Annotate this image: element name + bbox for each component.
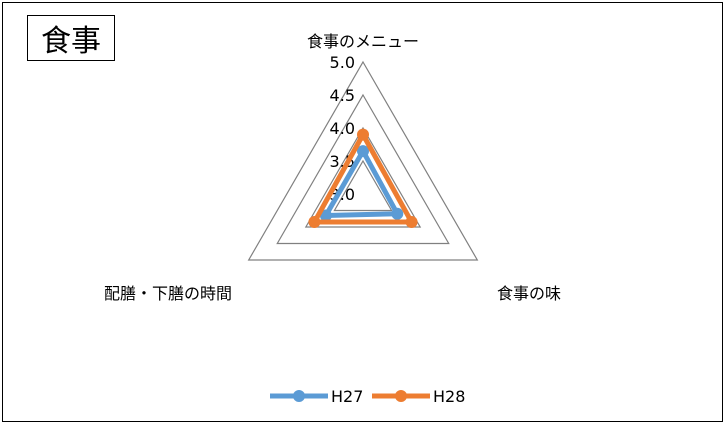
- axis-label-right: 食事の味: [497, 284, 561, 303]
- series-line-H28: [311, 132, 415, 225]
- series-point-H27-2: [319, 209, 332, 222]
- series-point-H27-1: [391, 207, 404, 220]
- series-point-H28-0: [357, 128, 369, 141]
- section-title: 食事: [27, 15, 115, 61]
- tick-label-4.0: 4.0: [330, 119, 355, 138]
- series-point-H28-2: [308, 216, 321, 229]
- tick-label-5.0: 5.0: [330, 53, 355, 72]
- series-point-H27-0: [357, 145, 369, 158]
- radar-series: [308, 128, 418, 229]
- legend-marker-H27: [293, 390, 305, 402]
- legend-label-H28: H28: [433, 387, 465, 406]
- grid-ring-3.5: [333, 159, 393, 212]
- legend-label-H27: H27: [331, 387, 363, 406]
- axis-label-top: 食事のメニュー: [307, 32, 419, 51]
- grid-ring-5.0: [247, 60, 479, 261]
- series-line-H27: [323, 148, 400, 218]
- legend-marker-H28: [395, 390, 407, 402]
- tick-label-4.5: 4.5: [330, 86, 355, 105]
- grid-ring-4.5: [276, 93, 450, 245]
- grid-ring-4.0: [304, 126, 422, 228]
- axis-label-left: 配膳・下膳の時間: [104, 284, 232, 303]
- legend: H27 H28: [270, 387, 465, 406]
- radar-grid: [247, 60, 479, 261]
- series-point-H28-1: [405, 216, 418, 229]
